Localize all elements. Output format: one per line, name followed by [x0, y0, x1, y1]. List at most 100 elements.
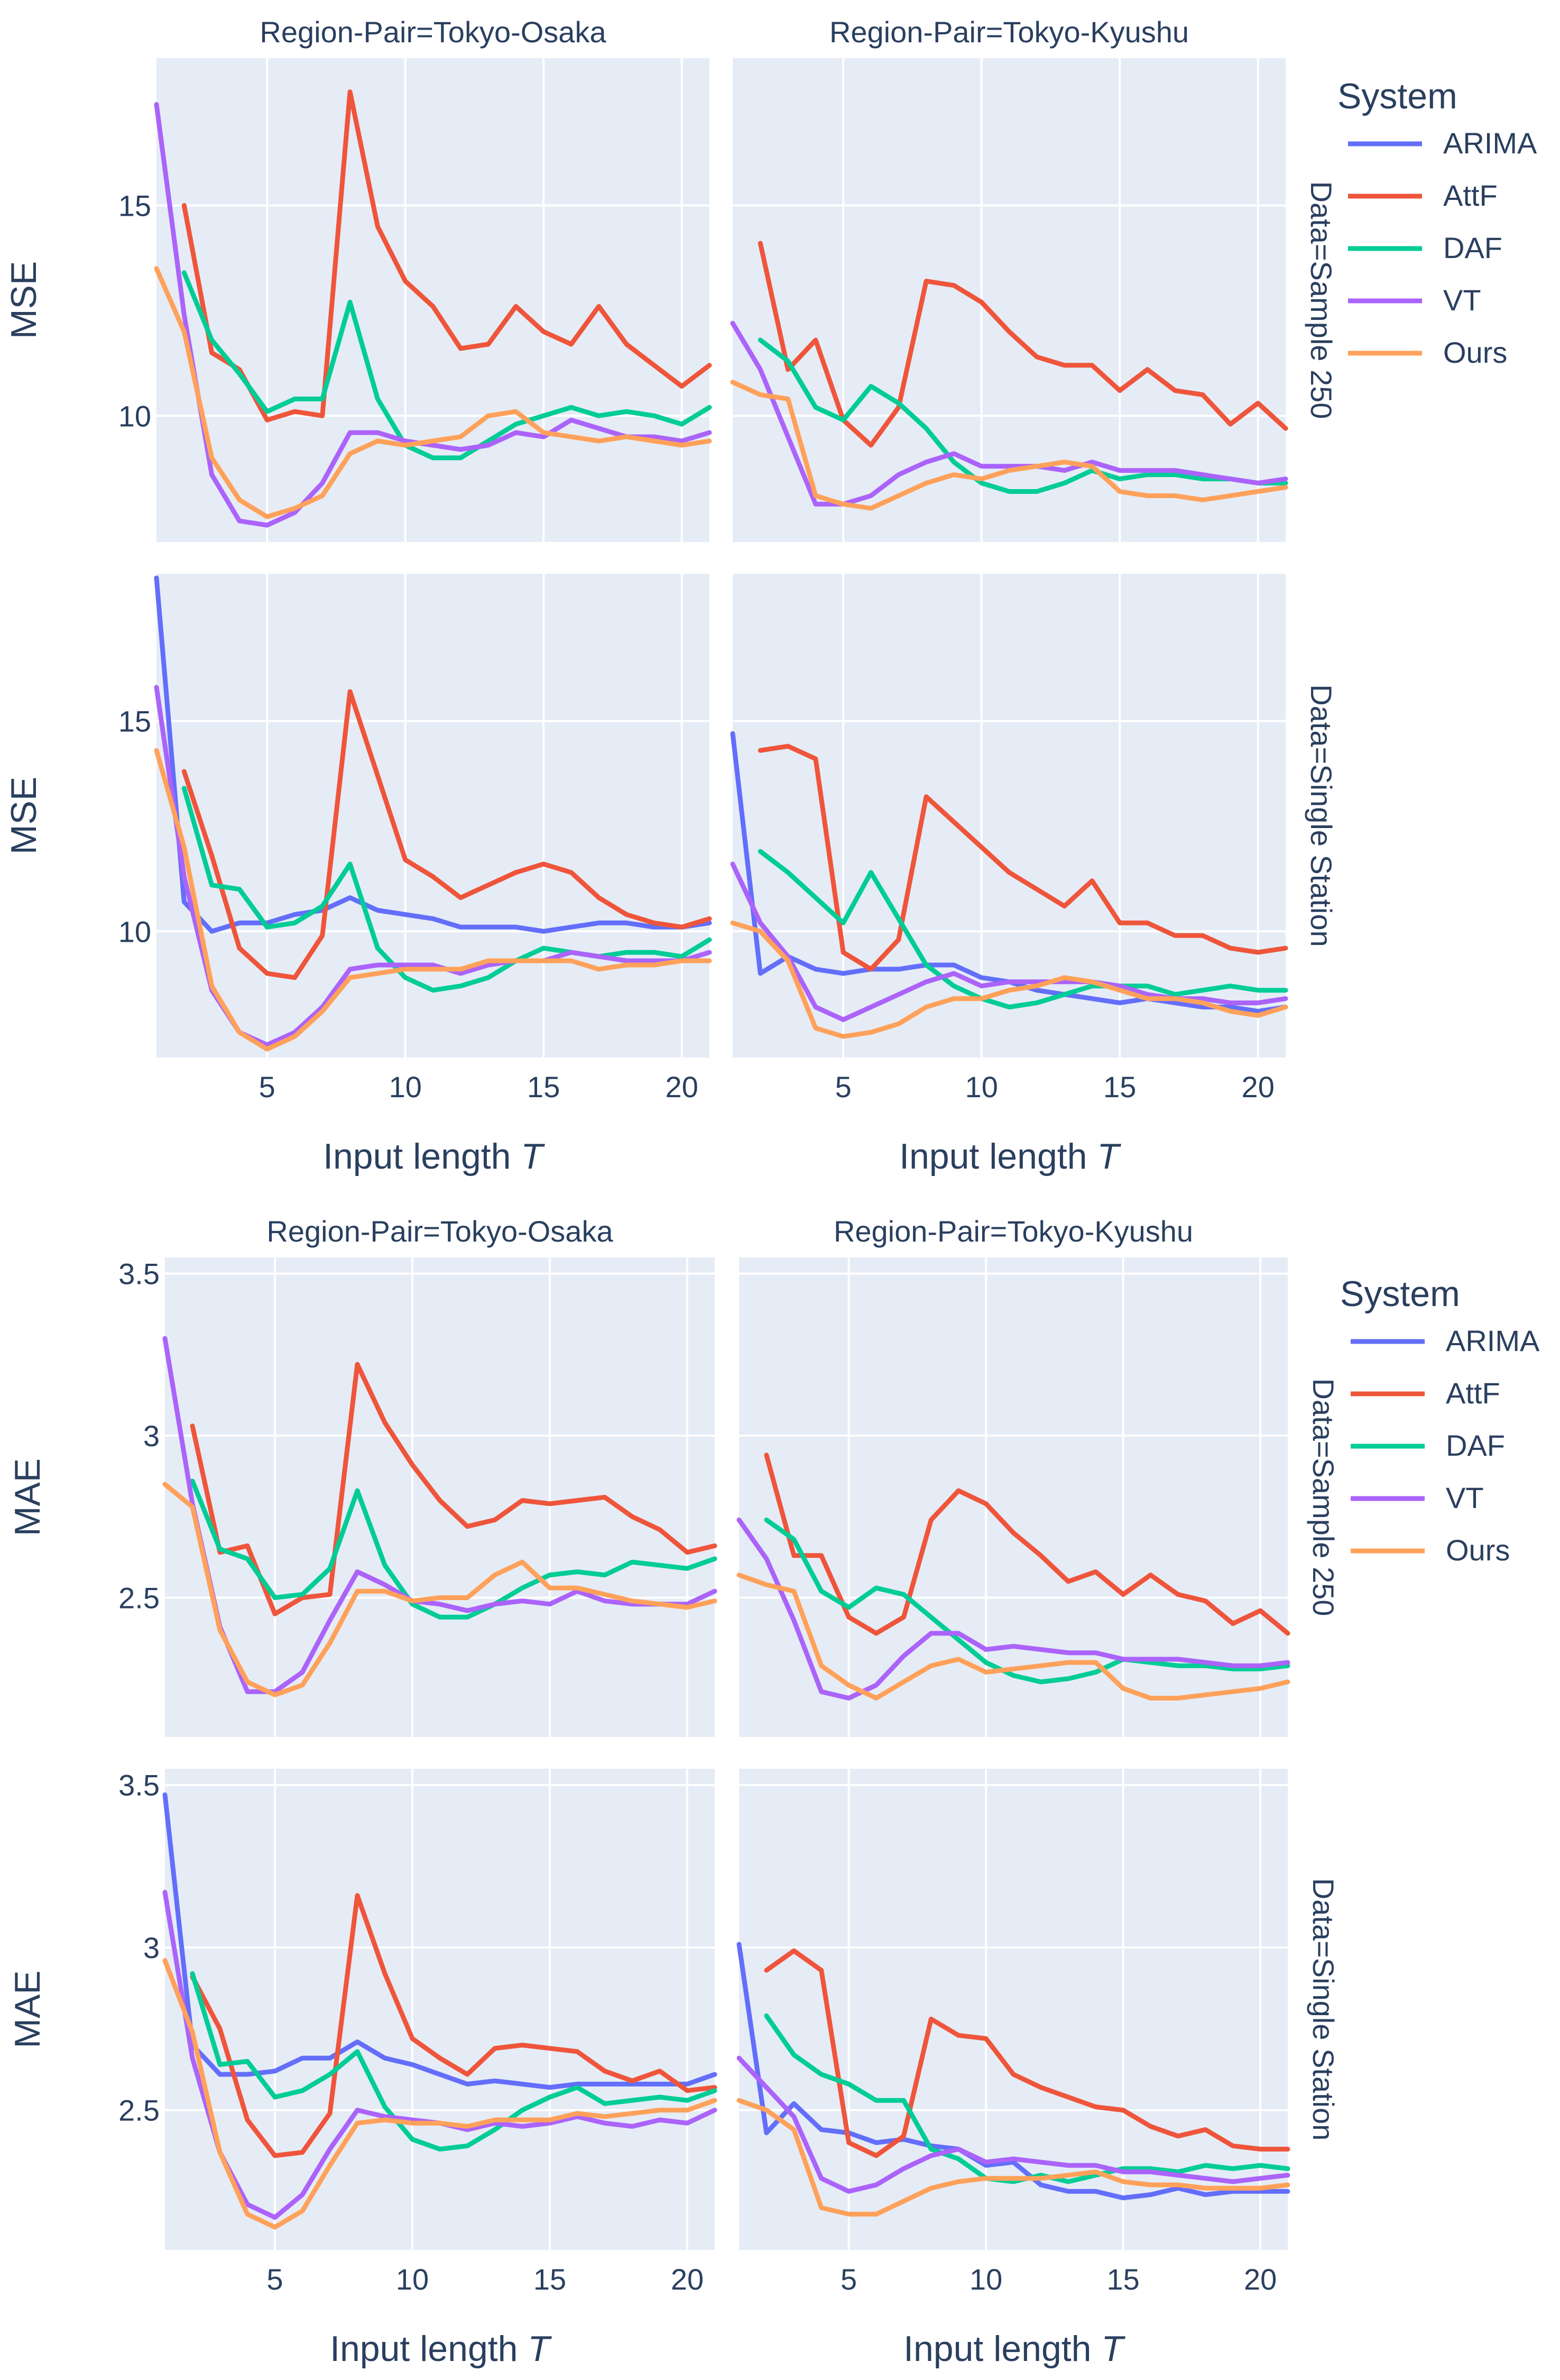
panel-data-single-station-region-pair-tokyo-kyushu: Data=Single Station 5 10 15 20	[736, 1769, 1340, 2296]
x-tick-label: 20	[671, 2263, 704, 2296]
series-line-daf	[764, 1517, 1290, 1685]
series-line-vt	[736, 2055, 1290, 2194]
legend-item-arima[interactable]: ARIMA	[1351, 1324, 1540, 1357]
legend: System ARIMA AttF DAF VT Ours	[1337, 76, 1537, 369]
x-tick-label: 5	[835, 1070, 852, 1104]
x-tick-label: 5	[841, 2263, 857, 2296]
legend-label: ARIMA	[1443, 126, 1537, 160]
x-axis-title: Input length T	[903, 2329, 1125, 2369]
legend-label: DAF	[1446, 1429, 1505, 1462]
legend-label: ARIMA	[1446, 1324, 1540, 1357]
legend-label: VT	[1443, 283, 1481, 317]
series-line-ours	[154, 266, 712, 519]
x-tick-label: 20	[1242, 1070, 1275, 1104]
y-tick-label: 3.5	[118, 1769, 160, 1802]
legend-item-ours[interactable]: Ours	[1351, 1533, 1510, 1567]
chart-block-mae: Region-Pair=Tokyo-Osaka Region-Pair=Tokyo…	[7, 1215, 1540, 2369]
series-line-ours	[154, 748, 712, 1052]
legend-label: AttF	[1443, 179, 1498, 212]
column-title: Region-Pair=Tokyo-Osaka	[266, 1215, 613, 1248]
x-axis-title: Input length T	[899, 1136, 1121, 1177]
x-tick-label: 10	[396, 2263, 429, 2296]
legend-item-vt[interactable]: VT	[1351, 1481, 1484, 1514]
x-tick-label: 15	[1103, 1070, 1136, 1104]
y-axis-label: MAE	[7, 1970, 48, 2048]
column-title: Region-Pair=Tokyo-Osaka	[260, 15, 606, 49]
series-line-attf	[758, 743, 1288, 972]
legend-label: Ours	[1443, 336, 1507, 369]
y-axis-label: MSE	[4, 261, 44, 339]
legend-item-attf[interactable]: AttF	[1348, 179, 1498, 212]
x-tick-label: 20	[1244, 2263, 1277, 2296]
series-line-daf	[758, 849, 1288, 1009]
series-line-vt	[162, 1336, 717, 1694]
series-line-vt	[730, 320, 1288, 507]
x-tick-label: 10	[970, 2263, 1002, 2296]
y-tick-label: 3.5	[118, 1257, 160, 1291]
panel-data-single-station-region-pair-tokyo-osaka: 2.5 3 3.5 MAE 5 10 15 20	[7, 1769, 717, 2296]
panel-data-single-station-region-pair-tokyo-osaka: 10 15 MSE 5 10 15 20	[4, 574, 712, 1104]
legend-item-arima[interactable]: ARIMA	[1348, 126, 1537, 160]
legend-item-attf[interactable]: AttF	[1351, 1376, 1500, 1410]
y-tick-label: 10	[118, 915, 151, 948]
series-line-arima	[154, 575, 712, 934]
legend-title: System	[1337, 76, 1457, 116]
legend-item-daf[interactable]: DAF	[1348, 231, 1502, 264]
series-line-daf	[181, 270, 712, 461]
x-tick-label: 15	[533, 2263, 566, 2296]
x-tick-label: 10	[965, 1070, 998, 1104]
series-line-daf	[181, 786, 712, 993]
legend: System ARIMA AttF DAF VT Ours	[1340, 1274, 1540, 1567]
panel-data-sample-250-region-pair-tokyo-kyushu: Data=Sample 250	[736, 1257, 1340, 1737]
legend-title: System	[1340, 1274, 1460, 1314]
y-axis-label: MSE	[4, 777, 44, 854]
plot-area	[156, 58, 709, 542]
series-line-attf	[190, 1362, 717, 1616]
series-line-arima	[736, 1942, 1290, 2201]
series-line-attf	[181, 689, 712, 980]
row-label: Data=Sample 250	[1305, 181, 1338, 419]
y-tick-label: 2.5	[118, 2094, 160, 2127]
series-line-vt	[730, 861, 1288, 1022]
series-line-attf	[764, 1948, 1290, 2158]
x-axis-title: Input length T	[323, 1136, 545, 1177]
series-line-ours	[736, 2098, 1290, 2217]
x-tick-label: 15	[527, 1070, 560, 1104]
row-label: Data=Single Station	[1307, 1878, 1340, 2141]
series-line-ours	[730, 920, 1288, 1039]
y-tick-label: 10	[118, 399, 151, 433]
series-line-daf	[758, 337, 1288, 494]
y-tick-label: 2.5	[118, 1581, 160, 1614]
x-tick-label: 20	[666, 1070, 698, 1104]
legend-item-daf[interactable]: DAF	[1351, 1429, 1505, 1462]
legend-label: AttF	[1446, 1376, 1500, 1410]
series-line-attf	[181, 89, 712, 422]
panel-data-sample-250-region-pair-tokyo-osaka: 2.5 3 3.5 MAE	[7, 1257, 717, 1737]
chart-block-mse: Region-Pair=Tokyo-Osaka Region-Pair=Tokyo…	[4, 15, 1537, 1177]
y-tick-label: 15	[118, 189, 151, 222]
legend-item-ours[interactable]: Ours	[1348, 336, 1507, 369]
plot-area	[739, 1257, 1288, 1737]
series-line-ours	[736, 1573, 1290, 1701]
column-title: Region-Pair=Tokyo-Kyushu	[834, 1215, 1193, 1248]
panel-data-single-station-region-pair-tokyo-kyushu: Data=Single Station 5 10 15 20	[730, 574, 1338, 1104]
series-line-ours	[162, 1958, 717, 2230]
plot-area	[733, 58, 1286, 542]
series-line-attf	[764, 1453, 1290, 1636]
series-line-vt	[736, 1517, 1290, 1701]
x-tick-label: 5	[259, 1070, 275, 1104]
x-tick-label: 10	[389, 1070, 422, 1104]
series-line-attf	[758, 241, 1288, 448]
legend-item-vt[interactable]: VT	[1348, 283, 1481, 317]
series-line-ours	[162, 1482, 717, 1697]
x-tick-label: 15	[1106, 2263, 1139, 2296]
legend-label: Ours	[1446, 1533, 1510, 1567]
panel-data-sample-250-region-pair-tokyo-kyushu: Data=Sample 250	[730, 58, 1338, 542]
legend-label: DAF	[1443, 231, 1502, 264]
y-tick-label: 3	[143, 1931, 160, 1964]
column-title: Region-Pair=Tokyo-Kyushu	[829, 15, 1189, 49]
legend-label: VT	[1446, 1481, 1484, 1514]
row-label: Data=Single Station	[1305, 684, 1338, 947]
series-line-daf	[190, 1478, 717, 1620]
